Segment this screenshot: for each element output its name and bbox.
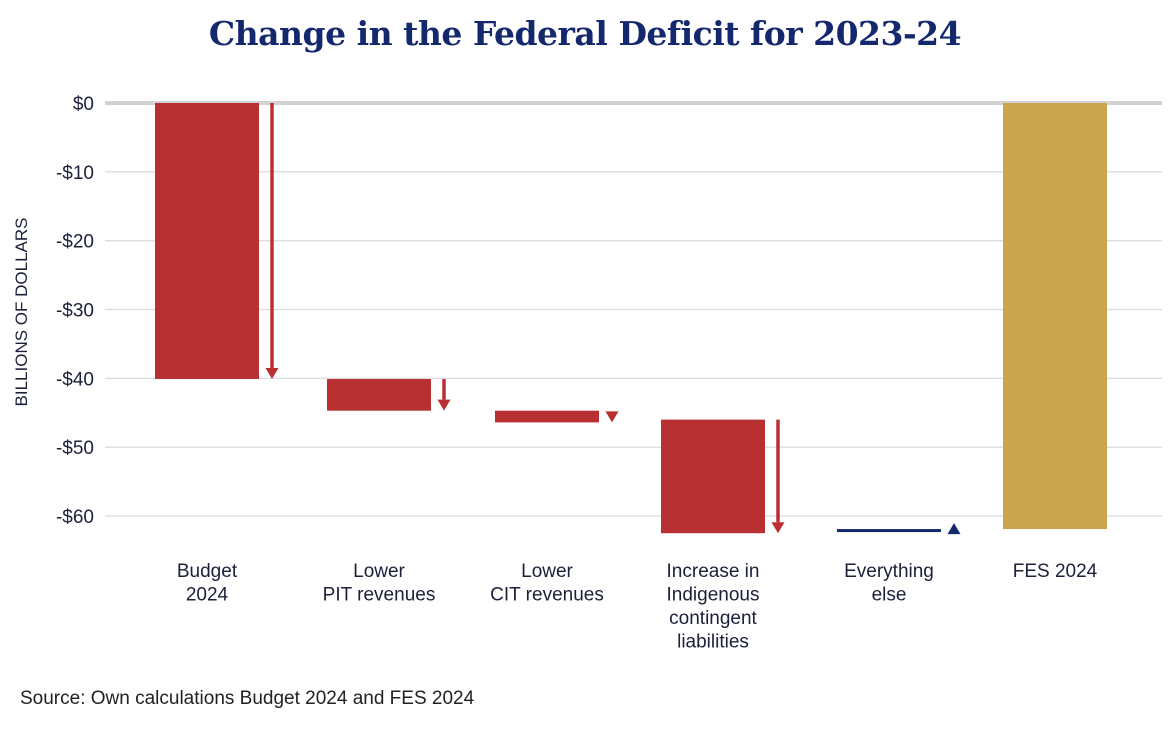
y-tick-label: $0 [73, 94, 94, 115]
x-category-label: Everything [844, 561, 934, 582]
x-category-label: Lower [521, 561, 573, 582]
y-tick-label: -$60 [56, 507, 94, 528]
x-category-label: CIT revenues [490, 585, 604, 606]
y-tick-label: -$30 [56, 301, 94, 322]
x-category-label: PIT revenues [323, 585, 436, 606]
arrow-down-icon [437, 399, 451, 411]
bar-1 [327, 379, 431, 411]
y-tick-label: -$20 [56, 232, 94, 253]
x-category-label: Increase in [667, 561, 760, 582]
x-category-label: FES 2024 [1013, 561, 1098, 582]
x-category-label: 2024 [186, 585, 229, 606]
arrow-down-icon [605, 411, 619, 423]
y-tick-label: -$10 [56, 163, 94, 184]
y-tick-label: -$40 [56, 369, 94, 390]
arrow-up-icon [947, 523, 961, 535]
x-category-label: contingent [669, 608, 757, 629]
arrow-down-icon [265, 368, 279, 380]
y-axis-label: BILLIONS OF DOLLARS [12, 218, 31, 407]
source-note: Source: Own calculations Budget 2024 and… [20, 688, 475, 709]
bar-0 [155, 103, 259, 380]
chart-title: Change in the Federal Deficit for 2023-2… [208, 14, 962, 53]
arrow-down-icon [771, 522, 785, 534]
x-category-label: Indigenous [667, 585, 760, 606]
x-category-label: Lower [353, 561, 405, 582]
bar-4 [837, 529, 941, 533]
y-tick-label: -$50 [56, 438, 94, 459]
bar-2 [495, 410, 599, 423]
x-category-label: else [872, 585, 907, 606]
x-category-label: liabilities [677, 632, 749, 653]
x-category-label: Budget [177, 561, 238, 582]
bar-5 [1003, 103, 1107, 530]
bar-3 [661, 419, 765, 534]
